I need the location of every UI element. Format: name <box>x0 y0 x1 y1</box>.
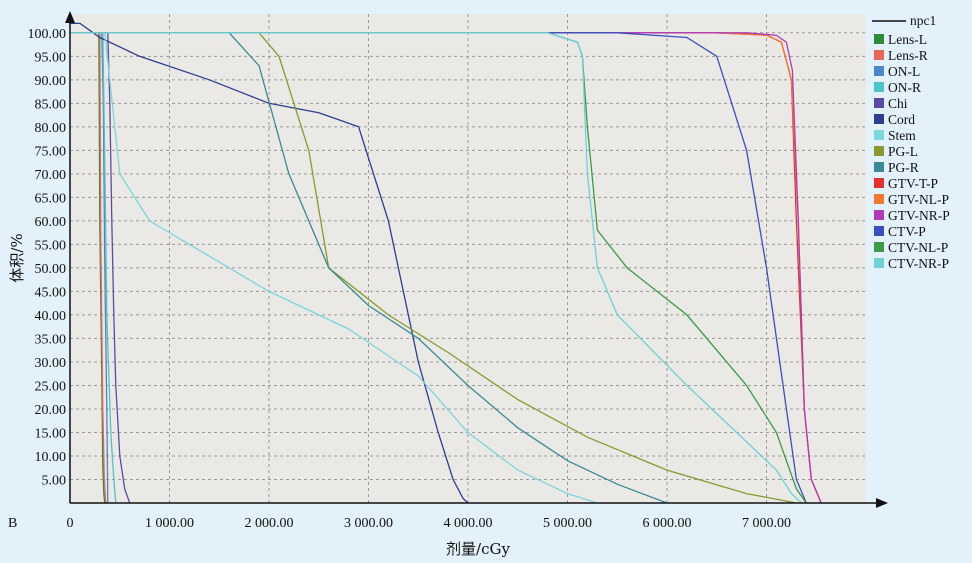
series-line-stem <box>70 32 598 504</box>
legend-label: Lens-R <box>888 48 928 63</box>
y-tick-label: 100.00 <box>28 27 67 42</box>
y-tick-label: 25.00 <box>35 379 67 394</box>
legend-swatch <box>874 258 884 268</box>
series-line-pg-r <box>70 32 668 504</box>
legend-label: Chi <box>888 96 908 111</box>
y-tick-label: 60.00 <box>35 215 67 230</box>
legend-swatch <box>874 66 884 76</box>
x-axis-arrow <box>876 498 888 508</box>
legend-label: PG-R <box>888 160 919 175</box>
legend-swatch <box>874 226 884 236</box>
y-tick-label: 95.00 <box>35 50 67 65</box>
series-line-pg-l <box>70 32 797 504</box>
y-tick-label: 40.00 <box>35 309 67 324</box>
y-tick-label: 30.00 <box>35 356 67 371</box>
legend-swatch <box>874 242 884 252</box>
y-tick-label: 65.00 <box>35 191 67 206</box>
series-line-chi <box>70 32 131 504</box>
y-tick-label: 35.00 <box>35 332 67 347</box>
series-line-ctv-nr-p <box>70 32 802 504</box>
y-tick-label: 75.00 <box>35 144 67 159</box>
x-tick-label: 5 000.00 <box>543 516 592 531</box>
x-tick-label: 7 000.00 <box>742 516 791 531</box>
legend-label: Cord <box>888 112 915 127</box>
legend-swatch <box>874 34 884 44</box>
x-tick-label: 3 000.00 <box>344 516 393 531</box>
legend-label: ON-L <box>888 64 920 79</box>
x-tick-label: 1 000.00 <box>145 516 194 531</box>
legend-label: Lens-L <box>888 32 927 47</box>
legend-label: CTV-P <box>888 224 926 239</box>
x-tick-label: 2 000.00 <box>245 516 294 531</box>
legend-label: ON-R <box>888 80 921 95</box>
y-tick-label: 45.00 <box>35 285 67 300</box>
legend-label: GTV-T-P <box>888 176 938 191</box>
panel-label: B <box>8 516 17 531</box>
y-tick-label: 15.00 <box>35 426 67 441</box>
legend-label: CTV-NL-P <box>888 240 948 255</box>
legend-label: CTV-NR-P <box>888 256 949 271</box>
y-tick-label: 10.00 <box>35 450 67 465</box>
legend-swatch <box>874 114 884 124</box>
legend-swatch <box>874 194 884 204</box>
x-tick-label: 6 000.00 <box>643 516 692 531</box>
y-axis-title: 体积/% <box>8 233 26 282</box>
y-tick-label: 50.00 <box>35 262 67 277</box>
legend-swatch <box>874 146 884 156</box>
x-tick-label: 4 000.00 <box>444 516 493 531</box>
plot-area <box>70 14 866 503</box>
series-line-cord <box>70 22 469 504</box>
legend-swatch <box>874 50 884 60</box>
legend-swatch <box>874 162 884 172</box>
legend-swatch <box>874 130 884 140</box>
series-line-ctv-p <box>70 32 807 504</box>
y-tick-label: 55.00 <box>35 238 67 253</box>
y-tick-label: 90.00 <box>35 74 67 89</box>
legend-swatch <box>874 82 884 92</box>
y-tick-label: 5.00 <box>42 473 67 488</box>
x-axis-title: 剂量/cGy <box>446 540 510 558</box>
legend-swatch <box>874 210 884 220</box>
legend-label: Stem <box>888 128 916 143</box>
legend-label: GTV-NL-P <box>888 192 949 207</box>
legend-swatch <box>874 178 884 188</box>
y-tick-label: 20.00 <box>35 403 67 418</box>
series-line-gtv-nr-p <box>70 32 822 504</box>
y-axis-arrow <box>65 11 75 23</box>
legend-header: npc1 <box>910 13 936 28</box>
legend-swatch <box>874 98 884 108</box>
y-tick-label: 80.00 <box>35 121 67 136</box>
y-tick-label: 85.00 <box>35 97 67 112</box>
legend-label: GTV-NR-P <box>888 208 950 223</box>
y-tick-label: 70.00 <box>35 168 67 183</box>
legend-label: PG-L <box>888 144 918 159</box>
x-tick-label: 0 <box>67 516 74 531</box>
